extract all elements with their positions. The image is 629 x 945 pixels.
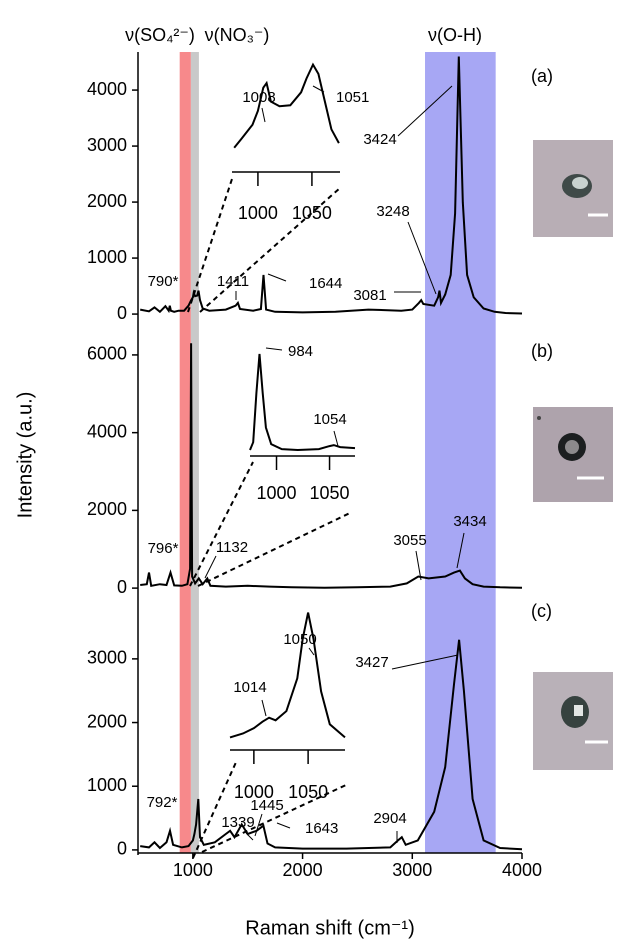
leader-line bbox=[261, 699, 267, 717]
y-axis-label: Intensity (a.u.) bbox=[14, 392, 36, 519]
band bbox=[425, 52, 496, 853]
peak-label: 1644 bbox=[309, 275, 342, 292]
peak-label: 2904 bbox=[373, 810, 406, 827]
peak-label: 1339 bbox=[221, 814, 254, 831]
peak-label: 1411 bbox=[217, 273, 249, 290]
photo-a bbox=[533, 140, 613, 237]
y-tick-label: 4000 bbox=[87, 421, 127, 441]
leader-line bbox=[391, 654, 459, 670]
leader-line bbox=[254, 813, 263, 837]
particle bbox=[574, 705, 583, 716]
leader-line bbox=[265, 347, 283, 351]
guide bbox=[197, 511, 353, 587]
band bbox=[190, 52, 199, 853]
peak-label: 3081 bbox=[353, 287, 386, 304]
leader-line bbox=[267, 273, 287, 282]
leader-line bbox=[333, 430, 339, 447]
x-tick-label: 1000 bbox=[173, 860, 213, 880]
particle bbox=[565, 440, 579, 454]
inset-tick-label: 1050 bbox=[310, 483, 350, 503]
peak-label: 3248 bbox=[376, 203, 409, 220]
leader-line bbox=[204, 555, 217, 579]
leader-line bbox=[308, 647, 315, 656]
peak-label: 984 bbox=[288, 343, 313, 360]
guide bbox=[187, 175, 234, 313]
peak-label: 796* bbox=[148, 540, 179, 557]
peak-label: 3424 bbox=[363, 131, 396, 148]
peak-label: 792* bbox=[147, 794, 178, 811]
spectrum bbox=[140, 343, 523, 589]
guide bbox=[189, 461, 254, 587]
y-tick-label: 0 bbox=[117, 303, 127, 323]
spectrum bbox=[140, 56, 523, 315]
y-tick-label: 0 bbox=[117, 577, 127, 597]
inset-spectrum bbox=[249, 353, 356, 452]
inset-tick-label: 1050 bbox=[288, 782, 328, 802]
particle bbox=[572, 177, 588, 189]
photo-c bbox=[533, 672, 613, 770]
inset-tick-label: 1000 bbox=[238, 203, 278, 223]
leader-line bbox=[261, 107, 266, 123]
band-label: ν(O-H) bbox=[428, 25, 482, 45]
inset-tick-label: 1050 bbox=[292, 203, 332, 223]
peak-label: 3434 bbox=[453, 513, 486, 530]
leader-line bbox=[397, 85, 453, 137]
zoom-guides bbox=[187, 175, 353, 859]
y-tick-label: 1000 bbox=[87, 775, 127, 795]
peak-label: 1050 bbox=[283, 631, 316, 648]
leader-line bbox=[245, 832, 254, 841]
panel-label: (b) bbox=[531, 341, 553, 361]
inset-spectrum bbox=[233, 62, 340, 149]
panel-label: (a) bbox=[531, 66, 553, 86]
particle bbox=[537, 416, 541, 420]
peak-label: 1014 bbox=[233, 679, 266, 696]
x-tick-label: 2000 bbox=[283, 860, 323, 880]
x-tick-label: 3000 bbox=[392, 860, 432, 880]
peak-label: 3427 bbox=[355, 654, 388, 671]
leader-line bbox=[276, 822, 291, 829]
panel-label: (c) bbox=[531, 601, 552, 621]
leader-line bbox=[407, 221, 437, 295]
x-axis-label: Raman shift (cm⁻¹) bbox=[245, 917, 414, 939]
peak-label: 1445 bbox=[250, 797, 283, 814]
y-tick-label: 3000 bbox=[87, 648, 127, 668]
inset-tick-label: 1000 bbox=[234, 782, 274, 802]
band bbox=[179, 52, 191, 853]
guide bbox=[199, 187, 341, 313]
peak-label: 1132 bbox=[216, 539, 248, 556]
y-tick-label: 0 bbox=[117, 839, 127, 859]
peak-label: 1008 bbox=[242, 89, 275, 106]
y-tick-label: 3000 bbox=[87, 135, 127, 155]
y-tick-label: 6000 bbox=[87, 344, 127, 364]
peak-label: 3055 bbox=[393, 532, 426, 549]
bands-layer bbox=[179, 52, 496, 853]
leader-line bbox=[456, 532, 465, 569]
y-tick-label: 2000 bbox=[87, 191, 127, 211]
peak-label: 1051 bbox=[336, 89, 369, 106]
inset-spectrum bbox=[229, 612, 346, 739]
x-tick-label: 4000 bbox=[502, 860, 542, 880]
inset-tick-label: 1000 bbox=[256, 483, 296, 503]
peak-label: 1643 bbox=[305, 820, 338, 837]
y-tick-label: 2000 bbox=[87, 711, 127, 731]
y-tick-label: 1000 bbox=[87, 247, 127, 267]
band-label: ν(NO₃⁻) bbox=[205, 25, 270, 45]
y-tick-label: 2000 bbox=[87, 499, 127, 519]
leader-line bbox=[312, 85, 325, 93]
peak-label: 1054 bbox=[313, 411, 346, 428]
photo-b bbox=[533, 407, 613, 502]
leader-line bbox=[415, 550, 422, 581]
y-tick-label: 4000 bbox=[87, 79, 127, 99]
peak-label: 790* bbox=[148, 273, 179, 290]
band-label: ν(SO₄²⁻) bbox=[125, 25, 195, 45]
